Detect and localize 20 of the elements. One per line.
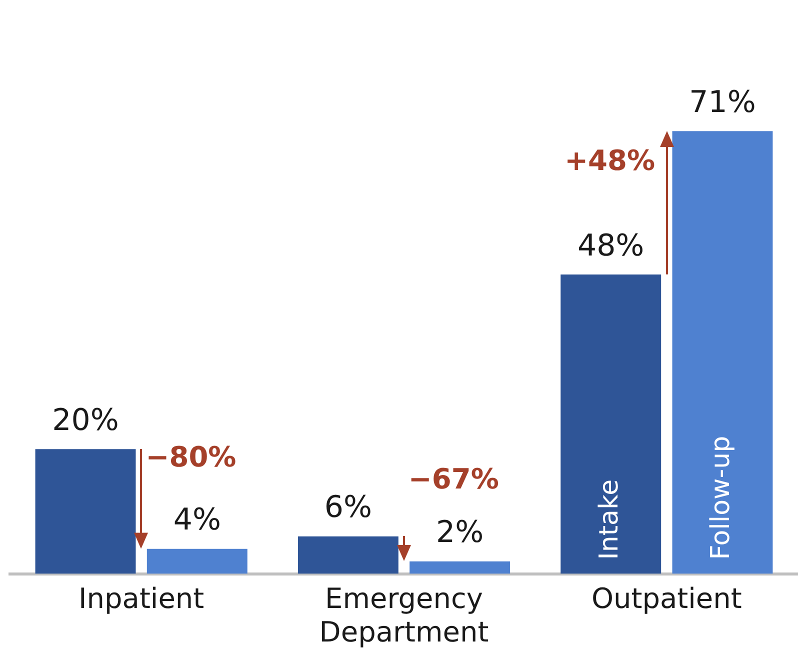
data-label: 71% [689,84,756,120]
bar [410,561,510,574]
data-label: 48% [578,228,644,264]
data-label: 2% [436,515,484,550]
x-tick-label: Emergency Department [319,582,489,648]
bar [560,274,662,574]
annotation: −80% [146,440,236,474]
data-label: 20% [52,402,119,438]
series-label: Intake [594,479,625,560]
bar [146,548,248,574]
annotation: −67% [408,462,499,496]
data-label: 6% [324,490,372,526]
annotation: +48% [564,144,656,178]
bar [672,131,773,574]
bar [35,449,136,574]
data-label: 4% [173,502,221,538]
bar [298,536,398,574]
series-label: Follow-up [706,436,736,560]
x-tick-label: Outpatient [591,582,742,615]
x-tick-label: Inpatient [78,582,204,615]
